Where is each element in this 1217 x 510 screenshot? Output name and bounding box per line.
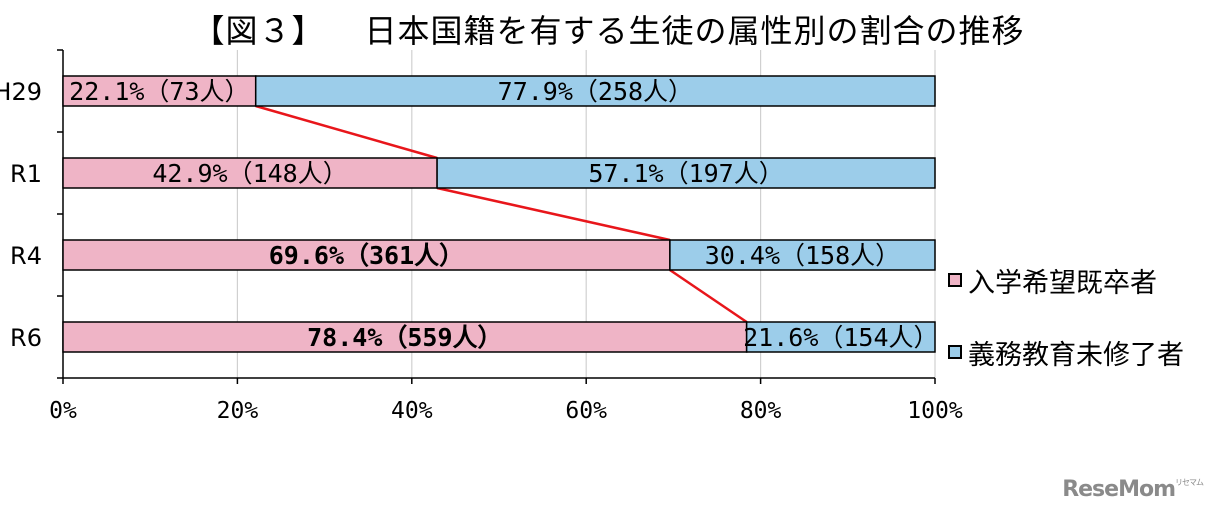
legend-swatch-applicants xyxy=(948,273,962,287)
bar-compulsory xyxy=(745,321,936,353)
connector-line xyxy=(436,186,671,242)
legend-item-compulsory: 義務教育未修了者 xyxy=(948,334,1184,371)
data-label: 22.1%（73人） xyxy=(69,77,249,106)
x-tick-label: 40% xyxy=(391,398,433,424)
connector-line xyxy=(669,268,748,324)
legend-label-compulsory: 義務教育未修了者 xyxy=(968,339,1184,371)
chart-title-text: 日本国籍を有する生徒の属性別の割合の推移 xyxy=(364,12,1025,50)
data-label: 42.9%（148人） xyxy=(152,159,347,188)
data-label: 77.9%（258人） xyxy=(498,77,693,106)
legend: 入学希望既卒者 義務教育未修了者 xyxy=(948,262,1184,406)
data-label: 69.6%（361人） xyxy=(269,241,464,270)
bar-applicants xyxy=(62,157,438,189)
x-tick-label: 100% xyxy=(907,398,963,424)
x-tick-label: 20% xyxy=(217,398,259,424)
category-label: R1 xyxy=(10,160,42,188)
bar-compulsory xyxy=(436,157,936,189)
bar-applicants xyxy=(62,321,748,353)
chart-title-number: 【図３】 xyxy=(192,12,325,50)
x-tick-label: 60% xyxy=(565,398,607,424)
bar-applicants xyxy=(62,239,671,271)
legend-item-applicants: 入学希望既卒者 xyxy=(948,262,1184,299)
data-label: 78.4%（559人） xyxy=(307,323,502,352)
bar-compulsory xyxy=(669,239,936,271)
resemom-logo: ReseMomリセマム xyxy=(1062,477,1204,502)
connector-line xyxy=(255,104,438,160)
data-label: 57.1%（197人） xyxy=(588,159,783,188)
x-tick-label: 80% xyxy=(740,398,782,424)
legend-swatch-compulsory xyxy=(948,345,962,359)
data-label: 21.6%（154人） xyxy=(743,323,938,352)
x-tick-label: 0% xyxy=(49,398,77,424)
data-label: 30.4%（158人） xyxy=(705,241,900,270)
category-label: R6 xyxy=(10,324,42,352)
chart-title: 【図３】 日本国籍を有する生徒の属性別の割合の推移 xyxy=(0,6,1217,52)
bar-compulsory xyxy=(254,75,936,107)
category-label: H29 xyxy=(0,78,42,106)
legend-label-applicants: 入学希望既卒者 xyxy=(968,267,1157,299)
category-label: R4 xyxy=(10,242,42,270)
